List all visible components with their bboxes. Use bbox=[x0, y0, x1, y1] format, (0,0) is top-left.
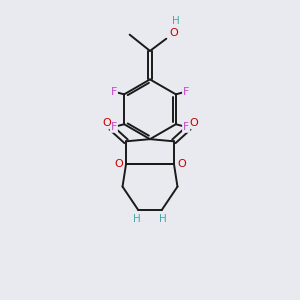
Text: F: F bbox=[111, 122, 117, 132]
Text: H: H bbox=[133, 214, 141, 224]
Text: F: F bbox=[183, 87, 189, 97]
Text: F: F bbox=[111, 87, 117, 97]
Text: O: O bbox=[169, 28, 178, 38]
Text: O: O bbox=[114, 159, 123, 169]
Text: O: O bbox=[189, 118, 198, 128]
Text: H: H bbox=[172, 16, 180, 26]
Text: H: H bbox=[159, 214, 167, 224]
Text: O: O bbox=[177, 159, 186, 169]
Text: F: F bbox=[183, 122, 189, 132]
Text: O: O bbox=[102, 118, 111, 128]
